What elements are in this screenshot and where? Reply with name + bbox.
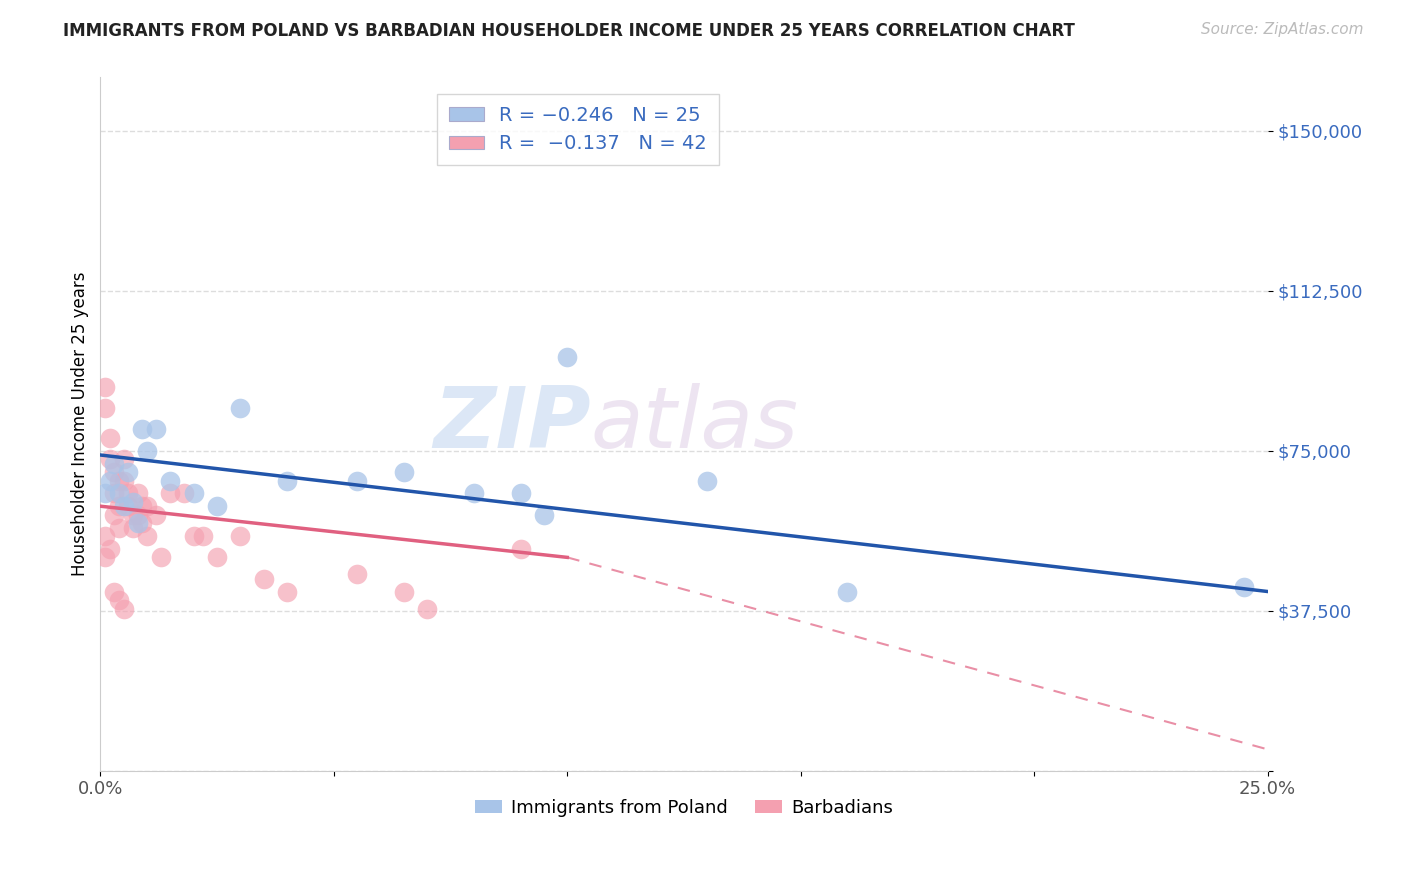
Point [103, 465, 125, 479]
Point [837, 584, 859, 599]
Point [112, 474, 135, 488]
Point [127, 486, 149, 500]
Point [253, 572, 276, 586]
Point [205, 499, 228, 513]
Point [346, 567, 368, 582]
Point [183, 529, 205, 543]
Point [145, 422, 167, 436]
Point [103, 508, 125, 522]
Point [112, 499, 135, 513]
Text: ZIP: ZIP [433, 383, 591, 466]
Point [127, 516, 149, 531]
Point [127, 508, 149, 522]
Point [131, 422, 153, 436]
Point [173, 486, 195, 500]
Point [1233, 580, 1256, 594]
Point [103, 457, 125, 471]
Point [117, 499, 139, 513]
Point [136, 529, 159, 543]
Point [108, 486, 131, 500]
Point [463, 486, 485, 500]
Point [276, 474, 298, 488]
Point [103, 486, 125, 500]
Point [136, 499, 159, 513]
Point [122, 508, 145, 522]
Point [108, 593, 131, 607]
Point [416, 601, 439, 615]
Point [117, 465, 139, 479]
Point [696, 474, 718, 488]
Point [98, 541, 121, 556]
Point [159, 486, 181, 500]
Legend: Immigrants from Poland, Barbadians: Immigrants from Poland, Barbadians [468, 791, 900, 824]
Point [191, 529, 214, 543]
Point [131, 499, 153, 513]
Point [108, 474, 131, 488]
Point [122, 520, 145, 534]
Y-axis label: Householder Income Under 25 years: Householder Income Under 25 years [72, 272, 89, 576]
Point [94, 550, 117, 565]
Point [392, 584, 415, 599]
Point [145, 508, 167, 522]
Point [98, 452, 121, 467]
Point [276, 584, 298, 599]
Point [509, 486, 531, 500]
Point [112, 452, 135, 467]
Point [229, 401, 252, 415]
Point [108, 499, 131, 513]
Point [392, 465, 415, 479]
Point [183, 486, 205, 500]
Point [94, 401, 117, 415]
Text: IMMIGRANTS FROM POLAND VS BARBADIAN HOUSEHOLDER INCOME UNDER 25 YEARS CORRELATIO: IMMIGRANTS FROM POLAND VS BARBADIAN HOUS… [63, 22, 1076, 40]
Point [346, 474, 368, 488]
Text: Source: ZipAtlas.com: Source: ZipAtlas.com [1201, 22, 1364, 37]
Point [509, 541, 531, 556]
Point [131, 516, 153, 531]
Point [112, 601, 135, 615]
Point [98, 431, 121, 445]
Point [94, 529, 117, 543]
Point [122, 495, 145, 509]
Point [108, 520, 131, 534]
Point [136, 443, 159, 458]
Text: atlas: atlas [591, 383, 799, 466]
Point [159, 474, 181, 488]
Point [98, 474, 121, 488]
Point [533, 508, 555, 522]
Point [205, 550, 228, 565]
Point [150, 550, 173, 565]
Point [229, 529, 252, 543]
Point [103, 584, 125, 599]
Point [117, 486, 139, 500]
Point [94, 486, 117, 500]
Point [555, 350, 578, 364]
Point [94, 380, 117, 394]
